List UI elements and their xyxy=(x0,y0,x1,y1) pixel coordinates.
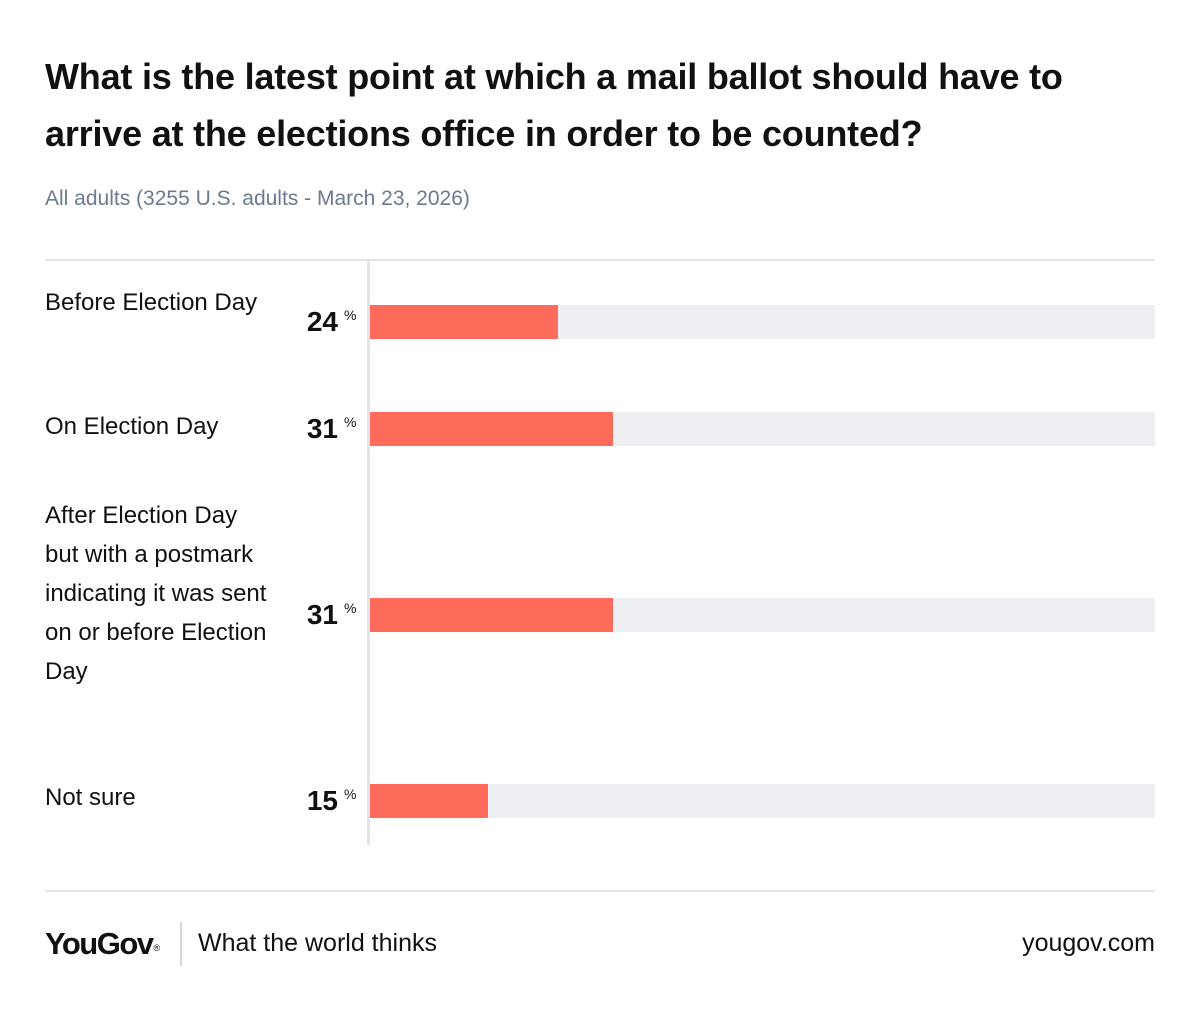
bar xyxy=(370,305,558,339)
bar xyxy=(370,412,613,446)
category-label: Before Election Day xyxy=(45,289,258,316)
bar-track xyxy=(370,305,1155,339)
footer-divider xyxy=(180,922,182,966)
data-label: 15 xyxy=(306,785,338,816)
percent-sign: % xyxy=(344,786,357,802)
bar-axis-line xyxy=(367,261,370,845)
bar xyxy=(370,784,488,818)
bottom-divider xyxy=(45,890,1155,892)
bar-track xyxy=(370,412,1155,446)
footer-tagline: What the world thinks xyxy=(198,929,437,957)
data-label: 31 xyxy=(306,413,338,444)
percent-sign: % xyxy=(344,307,357,323)
category-label: After Election Day but with a postmark i… xyxy=(45,502,267,685)
bar xyxy=(370,598,613,632)
footer-site-link[interactable]: yougov.com xyxy=(1022,929,1155,957)
data-label: 24 xyxy=(306,306,338,337)
category-label: On Election Day xyxy=(45,413,219,440)
registered-mark: ® xyxy=(153,943,161,953)
yougov-logo-text: YouGov xyxy=(45,926,154,961)
bar-track xyxy=(370,784,1155,818)
chart-title: What is the latest point at which a mail… xyxy=(45,56,1063,154)
data-label: 31 xyxy=(306,599,338,630)
top-divider xyxy=(45,259,1155,261)
category-label: Not sure xyxy=(45,784,136,811)
percent-sign: % xyxy=(344,414,357,430)
percent-sign: % xyxy=(344,600,357,616)
yougov-logo: YouGov® xyxy=(45,924,160,964)
bar-track xyxy=(370,598,1155,632)
chart-subtitle: All adults (3255 U.S. adults - March 23,… xyxy=(45,187,470,210)
